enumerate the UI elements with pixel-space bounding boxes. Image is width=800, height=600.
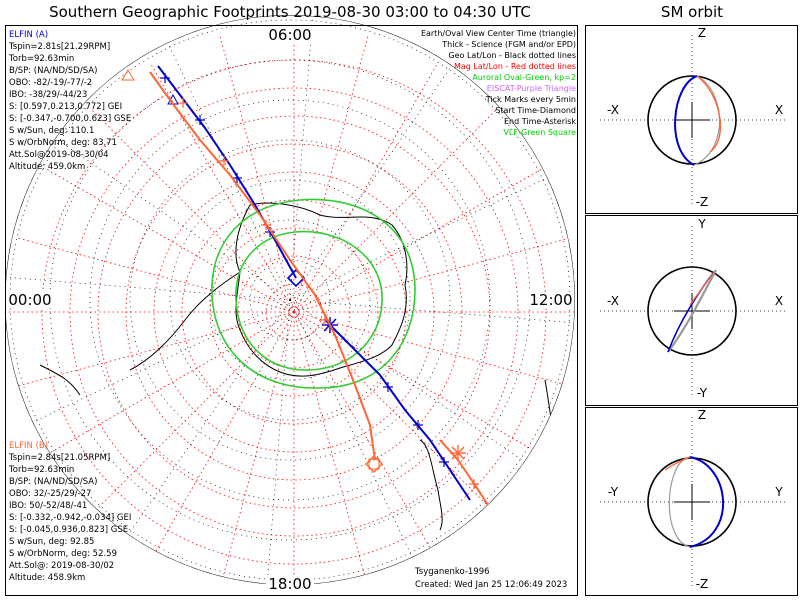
elfin-a-info-line-8: S w/Sun, deg: 110.1 [9,126,94,136]
orbit-panel-1: Z -Z -X X [600,26,785,209]
auroral-oval [211,198,416,389]
orbit2-gray [667,269,717,353]
time-label-bottom: 18:00 [268,575,311,593]
earth-circle-1 [647,266,737,356]
time-label-top-bg [266,26,314,42]
elfin-b-info: ELFIN (B) Tspin=2.84s[21.05RPM] Torb=92.63… [8,441,131,583]
elfin-b-info-line-5: IBO: 50/-52/48/-41 [9,501,87,511]
coastline-peninsula [129,271,241,371]
legend-item-6: Tick Marks every 5min [485,95,576,104]
elfin-a-lower-line [329,324,471,501]
orbit-label-left-1: -X [607,294,619,308]
auroral-oval-inner [235,230,383,371]
orbit-label-top-0: Z [698,26,706,40]
auroral-oval-outer [211,198,416,389]
orbit-label-bottom-0: -Z [696,195,709,209]
elfin-b-end-asterisk-3 [451,446,465,460]
elfin-b-info-line-9: S w/OrbNorm, deg: 52.59 [9,549,117,559]
legend-item-0: Earth/Oval View Center Time (triangle) [421,29,576,38]
legend-item-5: EISCAT-Purple Triangle [487,84,576,93]
legend-item-2: Geo Lat/Lon - Black dotted lines [448,51,576,60]
legend-item-4: Auroral Oval-Green, kp=2 [472,73,576,82]
elfin-b-info-line-3: B/SP: (NA/ND/SD/SA) [9,477,97,487]
orbit1-elfin-a [674,75,698,166]
orbit-label-top-1: Y [697,217,706,231]
time-label-right: 12:00 [529,291,572,309]
elfin-a-info-line-9: S w/OrbNorm, deg: 83.71 [9,138,117,148]
mag-lat-circle-6 [97,115,491,509]
legend-item-7: Start Time-Diamond [495,106,576,115]
elfin-a-info-line-10: Att.Sol@2019-08-30/04 [9,150,109,160]
orbit-label-left-2: -Y [608,485,619,499]
orbit-panel-3: Z -Z -Y Y [600,408,785,591]
elfin-a-upper-line [157,65,297,279]
elfin-a-info-line-4: OBO: -82/-19/-77/-2 [9,78,92,88]
elfin-a-info-line-2: Torb=92.63min [8,54,74,64]
legend-item-1: Thick - Science (FGM and/or EPD) [441,40,576,49]
geo-lat-circle-2 [169,179,411,421]
legend-item-9: VLF-Green Square [503,128,576,137]
created-label: Created: Wed Jan 25 12:06:49 2023 [415,580,567,590]
elfin-a-info-line-7: S: [-0.347,-0.700,0.623] GSE [9,114,131,124]
elfin-b-info-line-10: Att.Sol@: 2019-08-30/02 [9,561,114,571]
legend: Earth/Oval View Center Time (triangle) Th… [421,29,576,137]
model-label: Tsyganenko-1996 [414,567,490,577]
elfin-a-info-line-3: B/SP: (NA/ND/SD/SA) [9,66,97,76]
footprint-tracks [121,65,489,506]
orbit3-elfin-a [689,456,725,548]
coastline-samerica [39,364,81,396]
time-label-left-bg [8,292,54,308]
legend-item-3: Mag Lat/Lon - Red dotted lines [454,62,576,71]
elfin-b-upper-line [149,71,376,461]
time-label-bottom-bg [266,575,314,592]
orbit-panels: Z -Z -X X Y -Y -X X Z -Z -Y Y [600,26,785,591]
orbit1-elfin-b [696,75,722,153]
elfin-b-info-line-4: OBO: 32/-25/29/-27 [9,489,91,499]
coastline-newzealand [419,439,443,531]
elfin-a-info-line-1: Tspin=2.81s[21.29RPM] [8,42,110,52]
orbit-label-bottom-1: -Y [697,386,708,400]
elfin-b-info-line-6: S: [-0.332,-0.942,-0.034] GEI [9,513,131,523]
elfin-b-info-line-11: Altitude: 458.9km [9,573,85,583]
elfin-b-info-line-1: Tspin=2.84s[21.05RPM] [8,453,110,463]
elfin-b-view-triangle [121,69,135,81]
orbit-panel-2: Y -Y -X X [600,217,785,400]
time-label-top: 06:00 [268,26,311,44]
chart-title: Southern Geographic Footprints 2019-08-3… [49,3,531,21]
geo-lat-circle-0 [249,259,331,341]
elfin-b-start-square [368,458,380,470]
orbit-label-right-1: X [775,294,783,308]
orbit-title: SM orbit [661,3,723,21]
mag-lat-circle-2 [209,227,379,397]
elfin-b-info-line-2: Torb=92.63min [8,465,74,475]
elfin-a-info-line-6: S: [0.597,0.213,0.772] GEI [9,102,122,112]
geo-lat-circle-3 [129,139,451,461]
elfin-b-info-line-7: S: [-0.045,0.936,0.823] GSE [9,525,128,535]
orbit2-elfin-b [689,271,715,306]
elfin-a-info-line-5: IBO: -38/29/-44/23 [9,90,87,100]
elfin-b-lower-line [439,439,489,506]
time-label-left: 00:00 [8,291,51,309]
orbit-label-right-0: X [775,103,783,117]
elfin-b-info-line-0: ELFIN (B) [9,441,48,451]
orbit-label-left-0: -X [607,103,619,117]
orbit-label-bottom-2: -Z [696,577,709,591]
time-label-right-bg [528,292,574,308]
geo-lat-circle-4 [89,99,491,501]
legend-item-8: End Time-Asterisk [504,117,576,126]
orbit-label-top-2: Z [698,408,706,422]
mag-lat-circle-7 [69,87,519,537]
orbit3-elfin-b [664,456,691,471]
geo-lat-circle-1 [209,219,371,381]
elfin-a-info-line-0: ELFIN (A) [9,30,48,40]
elfin-a-info-line-11: Altitude: 459.0km [9,162,85,172]
elfin-a-info: ELFIN (A) Tspin=2.81s[21.29RPM] Torb=92.63… [8,30,131,172]
elfin-b-info-line-8: S w/Sun, deg: 92.85 [9,537,94,547]
orbit-label-right-2: Y [774,485,783,499]
